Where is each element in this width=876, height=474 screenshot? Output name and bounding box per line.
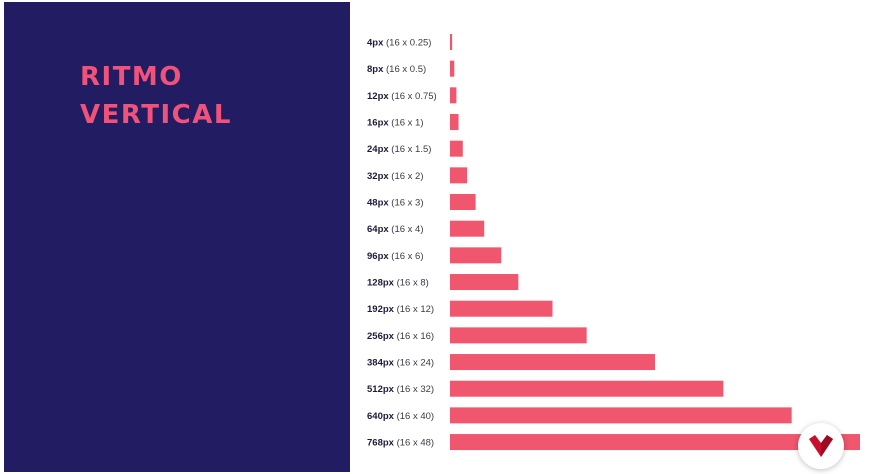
bar-label-value: 640px bbox=[367, 411, 395, 422]
bar bbox=[450, 354, 655, 371]
bar-label-detail: (16 x 2) bbox=[389, 171, 424, 182]
bar bbox=[450, 300, 553, 317]
bar-label-detail: (16 x 0.5) bbox=[383, 64, 426, 75]
bar-label-detail: (16 x 4) bbox=[389, 224, 424, 235]
bar-label: 512px (16 x 32) bbox=[367, 384, 434, 395]
bar bbox=[450, 327, 587, 344]
bar bbox=[450, 60, 455, 77]
bar-label-detail: (16 x 40) bbox=[394, 411, 434, 422]
bar bbox=[450, 87, 457, 104]
bar bbox=[450, 407, 792, 424]
bar bbox=[450, 140, 463, 157]
bar-label-detail: (16 x 1) bbox=[389, 118, 424, 129]
title-line-1: RITMO bbox=[80, 62, 183, 92]
bar bbox=[450, 220, 485, 237]
bar bbox=[450, 194, 476, 211]
bar-label-detail: (16 x 0.75) bbox=[389, 91, 437, 102]
bar-label: 384px (16 x 24) bbox=[367, 358, 434, 369]
bar-label-value: 384px bbox=[367, 358, 395, 369]
bar-label-value: 12px bbox=[367, 91, 389, 102]
bar bbox=[450, 247, 502, 264]
bar-label: 96px (16 x 6) bbox=[367, 251, 424, 262]
bar-label: 4px (16 x 0.25) bbox=[367, 38, 431, 49]
bar-label: 768px (16 x 48) bbox=[367, 438, 434, 449]
bar-label-detail: (16 x 0.25) bbox=[383, 38, 431, 49]
bar-label-value: 128px bbox=[367, 278, 395, 289]
brand-chevron-logo-icon bbox=[809, 435, 833, 457]
bar-label-detail: (16 x 32) bbox=[394, 384, 434, 395]
bar-label-value: 32px bbox=[367, 171, 389, 182]
bar-chart: 4px (16 x 0.25) 8px (16 x 0.5) 12px (16 x … bbox=[367, 34, 860, 451]
bar-label-detail: (16 x 6) bbox=[389, 251, 424, 262]
brand-logo-badge bbox=[798, 423, 844, 469]
bar-label: 32px (16 x 2) bbox=[367, 171, 424, 182]
bar-label-detail: (16 x 8) bbox=[394, 278, 429, 289]
page-title: RITMO VERTICAL bbox=[80, 58, 232, 134]
bar-label-value: 24px bbox=[367, 144, 389, 155]
bar-label-value: 512px bbox=[367, 384, 395, 395]
bar-label: 64px (16 x 4) bbox=[367, 224, 424, 235]
bar bbox=[450, 274, 519, 291]
bar-label-value: 96px bbox=[367, 251, 389, 262]
bar bbox=[450, 167, 468, 184]
bar-label: 192px (16 x 12) bbox=[367, 304, 434, 315]
bar-label-value: 4px bbox=[367, 38, 384, 49]
bar-label-value: 192px bbox=[367, 304, 395, 315]
bar-label: 256px (16 x 16) bbox=[367, 331, 434, 342]
bar-label-detail: (16 x 1.5) bbox=[389, 144, 432, 155]
bar-label: 8px (16 x 0.5) bbox=[367, 64, 426, 75]
bar bbox=[450, 380, 724, 397]
bar bbox=[450, 34, 453, 50]
bar-label-detail: (16 x 12) bbox=[394, 304, 434, 315]
bar-label-detail: (16 x 16) bbox=[394, 331, 434, 342]
bar-label-value: 64px bbox=[367, 224, 389, 235]
bar-label: 24px (16 x 1.5) bbox=[367, 144, 431, 155]
bar-label-value: 48px bbox=[367, 198, 389, 209]
bar-label-value: 256px bbox=[367, 331, 395, 342]
title-line-2: VERTICAL bbox=[80, 100, 232, 130]
bar-label-detail: (16 x 24) bbox=[394, 358, 434, 369]
bar-label: 128px (16 x 8) bbox=[367, 278, 429, 289]
bar-label-value: 768px bbox=[367, 438, 395, 449]
bar-label: 48px (16 x 3) bbox=[367, 198, 424, 209]
bar bbox=[450, 434, 860, 451]
bar-label-detail: (16 x 3) bbox=[389, 198, 424, 209]
bar-label-value: 8px bbox=[367, 64, 384, 75]
bar-label: 12px (16 x 0.75) bbox=[367, 91, 437, 102]
title-panel: RITMO VERTICAL bbox=[4, 2, 350, 472]
bar-label-value: 16px bbox=[367, 118, 389, 129]
bar-label: 16px (16 x 1) bbox=[367, 118, 424, 129]
bar-label-detail: (16 x 48) bbox=[394, 438, 434, 449]
bar bbox=[450, 114, 459, 131]
bar-label: 640px (16 x 40) bbox=[367, 411, 434, 422]
